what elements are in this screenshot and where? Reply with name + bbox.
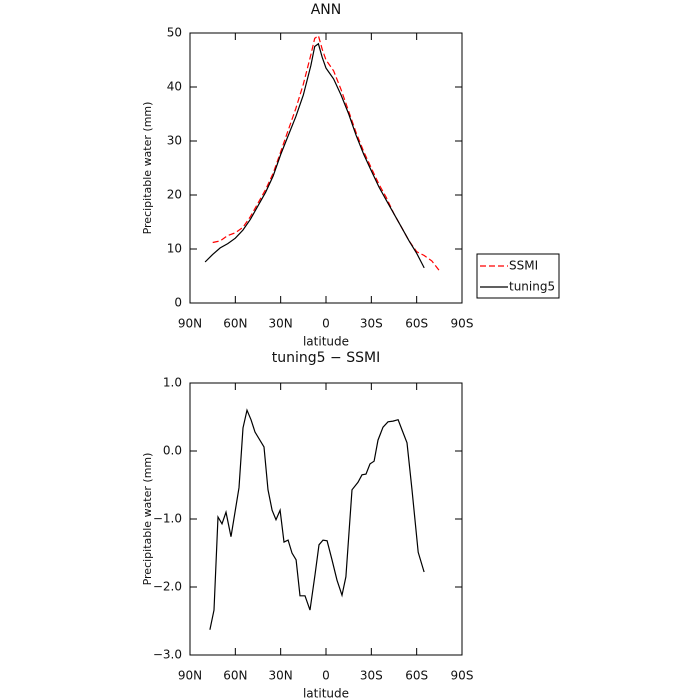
y-tick-label: 0 bbox=[174, 296, 182, 310]
x-tick-label: 30N bbox=[269, 317, 293, 331]
legend-label: tuning5 bbox=[509, 280, 555, 294]
y-tick-label: 0.0 bbox=[163, 444, 182, 458]
x-tick-label: 90N bbox=[178, 317, 202, 331]
x-tick-label: 60N bbox=[223, 669, 247, 683]
y-tick-label: 10 bbox=[167, 242, 182, 256]
x-tick-label: 90N bbox=[178, 669, 202, 683]
y-tick-label: 50 bbox=[167, 26, 182, 40]
x-tick-label: 30S bbox=[360, 317, 383, 331]
y-axis-label: Precipitable water (mm) bbox=[141, 102, 154, 235]
x-tick-label: 30N bbox=[269, 669, 293, 683]
plot-frame bbox=[189, 382, 463, 656]
x-axis-label: latitude bbox=[303, 687, 349, 700]
x-tick-label: 90S bbox=[451, 317, 474, 331]
x-axis-label: latitude bbox=[303, 335, 349, 349]
chart-title: ANN bbox=[311, 2, 342, 18]
x-tick-label: 0 bbox=[322, 317, 330, 331]
x-tick-label: 60S bbox=[405, 669, 428, 683]
x-tick-label: 0 bbox=[322, 669, 330, 683]
data-line bbox=[204, 42, 425, 269]
legend-label: SSMI bbox=[509, 259, 538, 273]
data-line bbox=[212, 34, 440, 271]
x-tick-label: 60N bbox=[223, 317, 247, 331]
x-tick-label: 90S bbox=[451, 669, 474, 683]
legend-box bbox=[476, 253, 560, 299]
y-tick-label: 40 bbox=[167, 80, 182, 94]
y-axis-label: Precipitable water (mm) bbox=[141, 453, 154, 586]
y-tick-label: 20 bbox=[167, 188, 182, 202]
chart-title: tuning5 − SSMI bbox=[272, 350, 380, 366]
y-tick-label: −1.0 bbox=[153, 512, 182, 526]
x-tick-label: 30S bbox=[360, 669, 383, 683]
y-tick-label: −2.0 bbox=[153, 580, 182, 594]
y-tick-label: 1.0 bbox=[163, 376, 182, 390]
x-tick-label: 60S bbox=[405, 317, 428, 331]
y-tick-label: 30 bbox=[167, 134, 182, 148]
data-line bbox=[209, 408, 425, 630]
y-tick-label: −3.0 bbox=[153, 648, 182, 662]
